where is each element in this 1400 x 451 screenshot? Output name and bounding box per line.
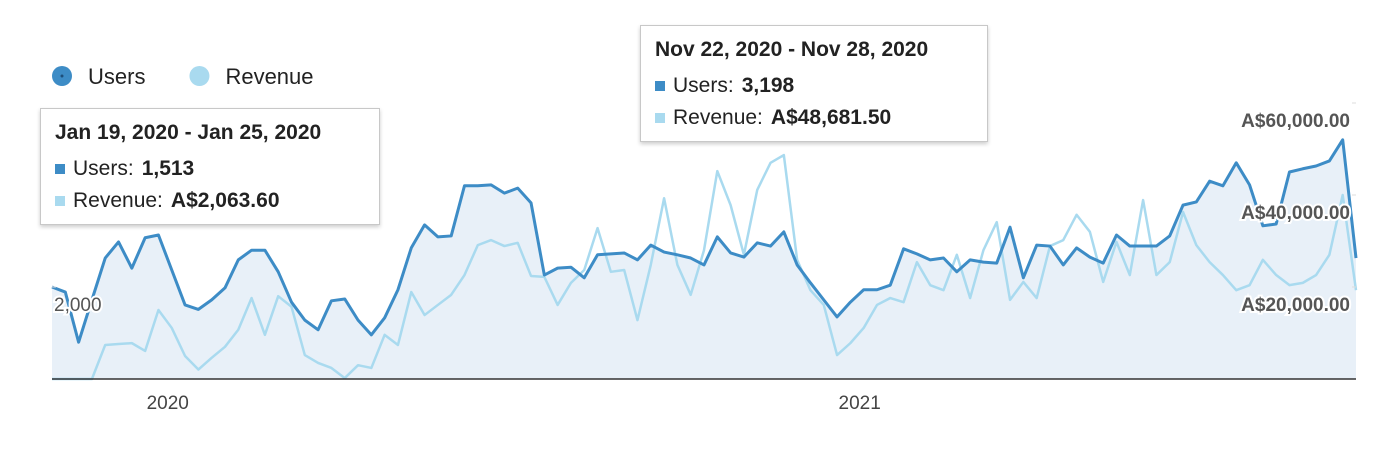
x-tick-label: 2020 xyxy=(147,393,189,414)
tooltip: Jan 19, 2020 - Jan 25, 2020 Users: 1,513 … xyxy=(40,108,380,225)
tooltip-label: Users: xyxy=(73,157,134,180)
tooltip: Nov 22, 2020 - Nov 28, 2020 Users: 3,198 … xyxy=(640,25,988,142)
tooltip-value: 1,513 xyxy=(141,157,195,180)
line xyxy=(51,138,1358,344)
swatch xyxy=(655,81,665,91)
tooltip-label: Revenue: xyxy=(73,189,163,212)
legend-label: Revenue xyxy=(225,64,313,89)
tooltip-label: Users: xyxy=(673,74,734,97)
legend-label: Users xyxy=(88,64,145,89)
tooltip-value: A$48,681.50 xyxy=(770,106,892,129)
tooltip-title: Jan 19, 2020 - Jan 25, 2020 xyxy=(55,121,322,144)
legend-marker xyxy=(189,66,210,86)
y-tick-label: 2,000 xyxy=(54,295,102,316)
legend-marker-dot xyxy=(60,74,64,78)
line xyxy=(52,153,1358,381)
tooltip-value: 3,198 xyxy=(741,74,795,97)
swatch xyxy=(655,113,665,123)
area xyxy=(52,139,1356,379)
tooltip-label: Revenue: xyxy=(673,106,763,129)
y2-tick-label: A$60,000.00 xyxy=(1241,111,1350,132)
y2-tick-label: A$40,000.00 xyxy=(1241,203,1350,224)
swatch xyxy=(55,196,65,206)
swatch xyxy=(55,164,65,174)
tooltip-title: Nov 22, 2020 - Nov 28, 2020 xyxy=(655,38,929,61)
y2-tick-label: A$20,000.00 xyxy=(1241,295,1350,316)
tooltip-value: A$2,063.60 xyxy=(170,189,280,212)
x-tick-label: 2021 xyxy=(839,393,881,414)
